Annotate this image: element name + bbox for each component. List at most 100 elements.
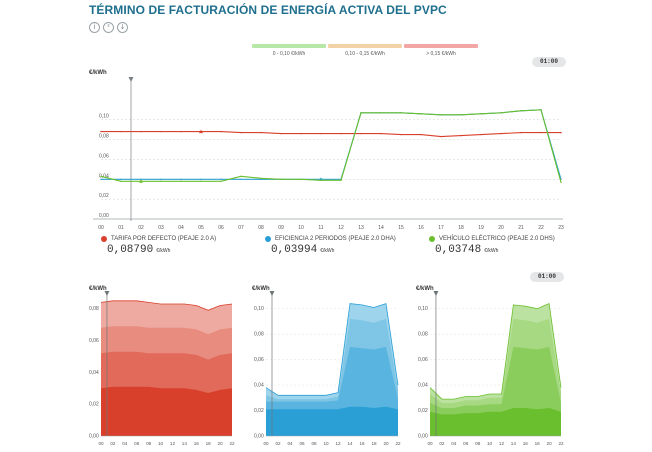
tarifa-area-layer — [101, 386, 232, 436]
tarifa-x-tick-label: 18 — [206, 441, 212, 446]
tarifa-point — [440, 135, 442, 138]
vehiculo-current-value: 0,03748 — [435, 244, 482, 256]
vehiculo-x-tick-label: 18 — [535, 441, 541, 446]
price-range-legend: 0 - 0,10 €/kWh 0,10 - 0,15 €/kWh > 0,15 … — [252, 44, 478, 57]
tarifa-point — [520, 131, 522, 134]
vehiculo-x-tick-label: 14 — [511, 441, 517, 446]
download-icon[interactable]: ↓ — [117, 22, 128, 33]
tarifa-point — [160, 130, 162, 133]
eficiencia-y-tick-label: 0,04 — [254, 383, 264, 389]
vehiculo-point — [500, 112, 502, 114]
eficiencia-y-tick-label: 0,08 — [254, 332, 264, 338]
time-selector-badge[interactable]: 01:00 — [532, 57, 566, 67]
tarifa-y-tick-label: 0,08 — [89, 306, 99, 312]
tarifa-legend-label: TARIFA POR DEFECTO (PEAJE 2.0 A) — [111, 236, 217, 242]
main-x-tick-label: 13 — [358, 225, 364, 231]
eficiencia-x-tick-label: 02 — [275, 441, 281, 446]
eficiencia-x-tick-label: 10 — [323, 441, 329, 446]
vehiculo-legend-label: VEHÍCULO ELÉCTRICO (PEAJE 2.0 DHS) — [439, 236, 555, 242]
eficiencia-x-tick-label: 16 — [359, 441, 365, 446]
range-legend-high: > 0,15 €/kWh — [404, 44, 478, 57]
eficiencia-point — [280, 178, 282, 180]
tarifa-point — [180, 130, 182, 133]
range-legend-high-swatch — [404, 44, 478, 48]
main-x-tick-label: 21 — [518, 225, 524, 231]
vehiculo-x-tick-label: 02 — [439, 441, 445, 446]
eficiencia-y-tick-label: 0,02 — [254, 408, 264, 414]
series-line-tarifa — [101, 131, 561, 138]
range-legend-high-label: > 0,15 €/kWh — [426, 51, 456, 57]
eficiencia-point — [460, 114, 462, 116]
series-legend-eficiencia[interactable]: EFICIENCIA 2 PERIODOS (PEAJE 2.0 DHA) 0,… — [265, 236, 396, 256]
main-x-tick-label: 05 — [198, 225, 204, 231]
tarifa-point — [220, 130, 222, 133]
main-y-tick-label: 0,02 — [99, 193, 109, 199]
vehiculo-value-row: 0,03748 €/kWh — [435, 244, 555, 256]
main-y-tick-label: 0,06 — [99, 153, 109, 159]
series-line-vehiculo — [100, 109, 562, 183]
vehiculo-y-tick-label: 0,08 — [418, 332, 428, 338]
tarifa-point — [460, 134, 462, 137]
main-x-tick-label: 09 — [278, 225, 284, 231]
tarifa-point — [360, 132, 362, 135]
eficiencia-area-top-line — [265, 303, 399, 396]
eficiencia-point — [420, 113, 422, 115]
vehiculo-point — [160, 180, 162, 182]
eficiencia-marker-icon — [319, 177, 323, 181]
tarifa-point — [340, 132, 342, 135]
vehiculo-y-tick-label: 0,02 — [418, 408, 428, 414]
eficiencia-point — [200, 178, 202, 180]
tarifa-point — [540, 131, 542, 134]
main-x-tick-label: 11 — [318, 225, 323, 231]
eficiencia-y-tick-label: 0,06 — [254, 357, 264, 363]
eficiencia-x-tick-label: 22 — [395, 441, 401, 446]
eficiencia-area-layer — [266, 318, 398, 436]
range-legend-mid: 0,10 - 0,15 €/kWh — [328, 44, 402, 57]
main-x-tick-label: 16 — [418, 225, 424, 231]
eficiencia-x-tick-label: 18 — [371, 441, 377, 446]
vehiculo-y-tick-label: 0,04 — [418, 383, 428, 389]
vehiculo-x-tick-label: 04 — [451, 441, 457, 446]
eficiencia-point — [560, 178, 562, 180]
info-icon[interactable]: i — [89, 22, 100, 33]
main-x-tick-label: 07 — [238, 225, 244, 231]
eficiencia-point — [260, 178, 262, 180]
eficiencia-point — [400, 112, 402, 114]
main-x-tick-label: 00 — [98, 225, 104, 231]
vehiculo-point — [260, 177, 262, 179]
tarifa-x-tick-label: 22 — [229, 441, 235, 446]
range-legend-low-swatch — [252, 44, 326, 48]
main-chart-y-unit: €/kWh — [89, 70, 107, 76]
main-x-tick-label: 17 — [438, 225, 444, 231]
eficiencia-legend-label: EFICIENCIA 2 PERIODOS (PEAJE 2.0 DHA) — [275, 236, 396, 242]
main-current-hour-marker-icon — [128, 77, 134, 82]
vehiculo-x-tick-label: 10 — [487, 441, 493, 446]
tarifa-x-tick-label: 08 — [146, 441, 152, 446]
series-legend-tarifa[interactable]: TARIFA POR DEFECTO (PEAJE 2.0 A) 0,08790… — [101, 236, 216, 256]
eficiencia-point — [100, 178, 102, 180]
eficiencia-point — [440, 114, 442, 116]
tarifa-x-tick-label: 00 — [98, 441, 104, 446]
small-charts-time-badge[interactable]: 01:00 — [530, 272, 564, 282]
eficiencia-point — [500, 112, 502, 114]
tarifa-value-row: 0,08790 €/kWh — [107, 244, 216, 256]
tarifa-y-tick-label: 0,06 — [89, 338, 99, 344]
main-x-tick-label: 19 — [478, 225, 484, 231]
main-y-tick-label: 0,04 — [99, 173, 109, 179]
series-legend-vehiculo[interactable]: VEHÍCULO ELÉCTRICO (PEAJE 2.0 DHS) 0,037… — [429, 236, 555, 256]
vehiculo-point — [440, 114, 442, 116]
tarifa-point — [280, 132, 282, 135]
share-icon[interactable]: ² — [103, 22, 114, 33]
eficiencia-value-unit: €/kWh — [320, 248, 335, 254]
tarifa-point — [420, 133, 422, 136]
tarifa-x-tick-label: 20 — [218, 441, 224, 446]
eficiencia-y-tick-label: 0,10 — [254, 306, 264, 312]
tarifa-point — [120, 130, 122, 133]
tarifa-area-layer — [101, 326, 232, 436]
main-x-tick-label: 08 — [258, 225, 264, 231]
vehiculo-point — [360, 112, 362, 114]
eficiencia-point — [160, 178, 162, 180]
main-x-tick-label: 22 — [538, 225, 544, 231]
tarifa-x-tick-label: 02 — [110, 441, 116, 446]
tarifa-x-tick-label: 10 — [158, 441, 164, 446]
